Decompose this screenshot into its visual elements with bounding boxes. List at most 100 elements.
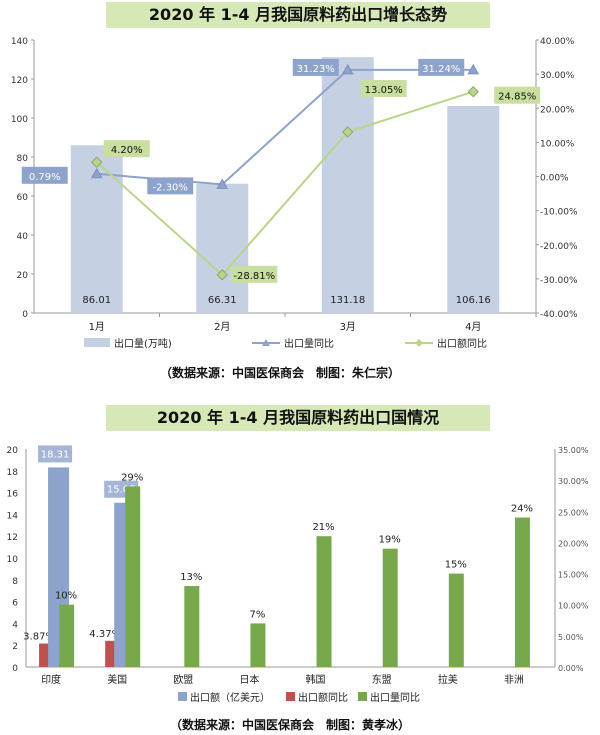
bar-export-volume-yoy [316, 536, 332, 667]
point-volume-yoy [216, 178, 229, 189]
left-tick-label: 140 [11, 37, 28, 47]
right-tick-label: 35.00% [558, 446, 589, 455]
bar-export-volume-yoy [125, 486, 141, 667]
left-tick-label: 18 [7, 468, 19, 478]
line-data-label: 24.85% [498, 92, 536, 103]
right-tick-label: 0.00% [558, 664, 584, 673]
legend-label: 出口额（亿美元） [190, 691, 270, 704]
left-tick-label: 8 [12, 577, 18, 587]
right-tick-label: 10.00% [558, 602, 589, 611]
point-volume-yoy [467, 63, 480, 75]
line-data-label: -28.81% [233, 271, 275, 282]
bar-data-label: 15.07 [107, 485, 136, 496]
right-tick-label: 25.00% [558, 508, 589, 517]
point-value-yoy [216, 269, 228, 281]
left-tick-label: 60 [17, 193, 29, 203]
chart2-title: 2020 年 1-4 月我国原料药出口国情况 [106, 405, 490, 431]
point-value-yoy [91, 156, 103, 168]
bar-data-label: 24% [511, 504, 533, 515]
line-data-label: 0.79% [29, 172, 61, 183]
x-tick-label: 韩国 [306, 673, 326, 686]
point-volume-yoy [90, 167, 103, 179]
left-tick-label: 16 [7, 490, 19, 500]
chart1-title: 2020 年 1-4 月我国原料药出口增长态势 [106, 2, 490, 28]
right-tick-label: 20.00% [540, 105, 575, 115]
bar-data-label: 66.31 [208, 295, 237, 306]
x-tick-label: 印度 [41, 673, 61, 686]
bar-export-volume-yoy [514, 517, 530, 667]
legend-swatch [358, 692, 367, 701]
line-data-label: 4.20% [111, 145, 143, 156]
bar-export-volume-yoy [184, 586, 200, 667]
data-label-bg [494, 86, 541, 104]
left-tick-label: 14 [7, 511, 19, 521]
x-tick-label: 美国 [107, 673, 127, 686]
bar-export-volume [447, 105, 500, 313]
right-tick-label: -30.00% [540, 276, 578, 286]
x-tick-label: 3月 [340, 321, 356, 333]
data-label-bg [292, 58, 339, 76]
left-tick-label: 100 [11, 115, 28, 125]
line-data-label: 13.05% [365, 85, 403, 96]
data-label-bg [21, 166, 68, 184]
right-tick-label: 15.00% [558, 571, 589, 580]
bar-data-label: 21% [312, 522, 334, 533]
right-tick-label: 40.00% [540, 37, 575, 47]
line-data-label: -2.30% [153, 182, 188, 193]
data-label-bg [418, 58, 465, 76]
x-tick-label: 东盟 [372, 673, 392, 686]
right-tick-label: 5.00% [558, 633, 584, 642]
bar-export-volume-yoy [448, 573, 464, 667]
x-tick-label: 1月 [89, 321, 105, 333]
left-tick-label: 20 [17, 271, 29, 281]
left-tick-label: 120 [11, 76, 28, 86]
point-value-yoy [342, 126, 354, 138]
series-line-value-yoy [96, 90, 474, 277]
bar-export-volume-yoy [250, 623, 266, 667]
legend-label: 出口量同比 [284, 337, 334, 350]
bar-data-label: 15% [445, 560, 467, 571]
legend-swatch [178, 692, 187, 701]
left-tick-label: 6 [12, 599, 18, 609]
bar-data-label: 4.37% [89, 629, 121, 640]
bar-data-label: 7% [250, 609, 266, 620]
bar-export-volume [196, 183, 249, 313]
chart2-source: （数据来源：中国医保商会 制图：黄孝冰） [170, 718, 411, 732]
data-label-bg [360, 79, 407, 97]
x-tick-label: 非洲 [504, 674, 524, 686]
x-tick-label: 拉美 [438, 673, 458, 686]
bar-data-label: 13% [180, 572, 202, 583]
legend-label: 出口额同比 [437, 337, 487, 350]
left-tick-label: 40 [17, 232, 29, 242]
bar-data-label: 3.87% [23, 632, 55, 643]
bar-data-label: 86.01 [82, 295, 111, 306]
point-volume-yoy [341, 63, 354, 75]
legend-label: 出口量(万吨) [114, 337, 172, 350]
legend-marker-diamond [415, 339, 423, 347]
legend-swatch-bar [84, 338, 110, 347]
bar-export-volume-yoy [59, 604, 75, 667]
right-tick-label: 30.00% [540, 71, 575, 81]
legend-label: 出口量同比 [370, 691, 420, 704]
right-tick-label: 30.00% [558, 477, 589, 486]
data-label-bg [38, 445, 73, 463]
data-label-bg [103, 140, 150, 158]
line-data-label: 31.23% [297, 64, 335, 75]
x-tick-label: 4月 [465, 321, 481, 333]
data-label-bg [147, 177, 194, 195]
left-tick-label: 20 [7, 446, 19, 456]
bar-data-label: 106.16 [456, 295, 491, 306]
right-tick-label: -40.00% [540, 310, 578, 320]
legend-swatch [286, 692, 295, 701]
right-tick-label: -10.00% [540, 208, 578, 218]
bar-data-label: 29% [121, 472, 143, 483]
right-tick-label: 20.00% [558, 539, 589, 548]
left-tick-label: 80 [17, 154, 29, 164]
legend-marker-triangle [262, 339, 270, 346]
bar-data-label: 19% [379, 535, 401, 546]
left-tick-label: 4 [12, 620, 18, 630]
x-tick-label: 欧盟 [173, 674, 193, 686]
bar-data-label: 10% [55, 591, 77, 602]
x-tick-label: 日本 [239, 673, 259, 686]
